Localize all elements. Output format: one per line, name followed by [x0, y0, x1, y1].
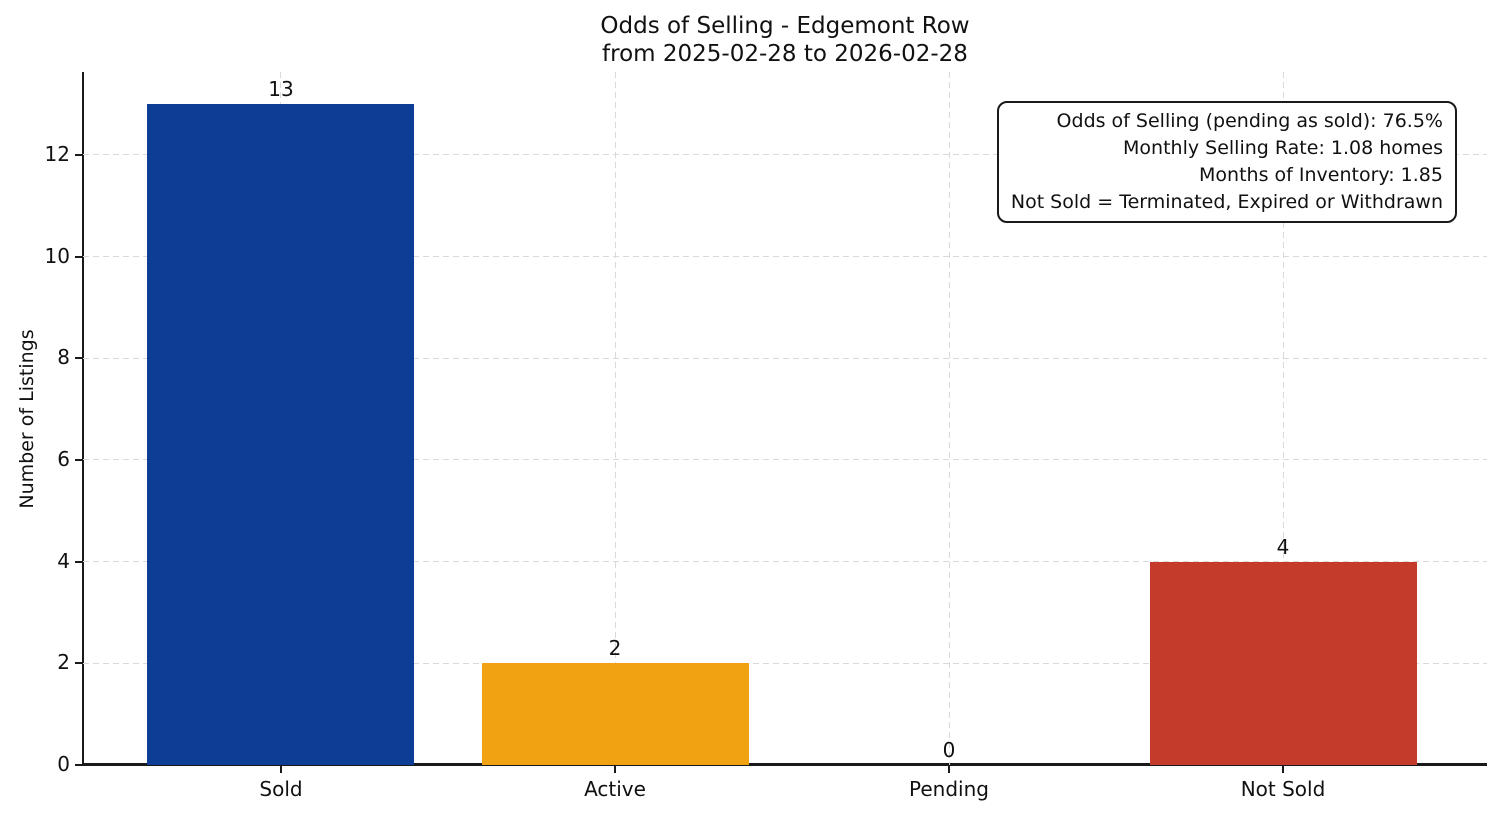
y-tick-mark	[75, 560, 83, 563]
gridline-horizontal	[83, 459, 1487, 461]
y-tick-label: 12	[44, 141, 70, 166]
stats-annotation-box: Odds of Selling (pending as sold): 76.5%…	[996, 101, 1457, 223]
gridline-vertical	[614, 72, 616, 765]
bar-value-label: 0	[942, 738, 956, 762]
chart-title-line2: from 2025-02-28 to 2026-02-28	[602, 41, 968, 67]
y-tick-label: 8	[57, 345, 70, 370]
y-tick-label: 6	[57, 446, 70, 471]
y-tick-label: 10	[44, 243, 70, 268]
bar-sold	[147, 104, 414, 765]
annotation-inventory-line: Months of Inventory: 1.85	[1199, 164, 1443, 186]
y-tick-mark	[75, 662, 83, 665]
annotation-notsold-line: Not Sold = Terminated, Expired or Withdr…	[1010, 191, 1443, 213]
x-tick-mark	[1282, 765, 1285, 773]
y-tick-mark	[75, 255, 83, 258]
annotation-odds-line: Odds of Selling (pending as sold): 76.5%	[1056, 110, 1443, 132]
y-axis-spine	[82, 72, 84, 765]
chart-title-line1: Odds of Selling - Edgemont Row	[600, 13, 970, 39]
y-tick-label: 4	[57, 548, 70, 573]
x-tick-label-sold: Sold	[259, 777, 303, 801]
annotation-rate-line: Monthly Selling Rate: 1.08 homes	[1123, 137, 1443, 159]
y-tick-mark	[75, 458, 83, 461]
bar-not-sold	[1150, 562, 1417, 765]
y-tick-label: 0	[57, 752, 70, 776]
gridline-vertical	[948, 72, 950, 765]
x-tick-label-active: Active	[584, 777, 646, 801]
gridline-vertical	[1282, 72, 1284, 765]
gridline-horizontal	[83, 154, 1487, 156]
gridline-horizontal	[83, 256, 1487, 258]
gridline-horizontal	[83, 357, 1487, 359]
bar-value-label: 4	[1276, 535, 1290, 559]
y-tick-mark	[75, 764, 83, 766]
chart-title: Odds of Selling - Edgemont Row from 2025…	[83, 12, 1487, 68]
y-tick-label: 2	[57, 650, 70, 675]
x-tick-mark	[279, 765, 282, 773]
bar-value-label: 2	[608, 636, 622, 660]
bar-value-label: 13	[268, 77, 294, 101]
gridline-horizontal	[83, 561, 1487, 563]
y-tick-mark	[75, 357, 83, 360]
x-tick-mark	[614, 765, 617, 773]
y-tick-mark	[75, 153, 83, 156]
x-tick-label-not-sold: Not Sold	[1240, 777, 1326, 801]
x-axis-spine	[82, 763, 1487, 766]
gridline-horizontal	[83, 662, 1487, 664]
bar-active	[482, 663, 749, 765]
x-tick-mark	[948, 765, 951, 773]
x-tick-label-pending: Pending	[909, 777, 989, 801]
